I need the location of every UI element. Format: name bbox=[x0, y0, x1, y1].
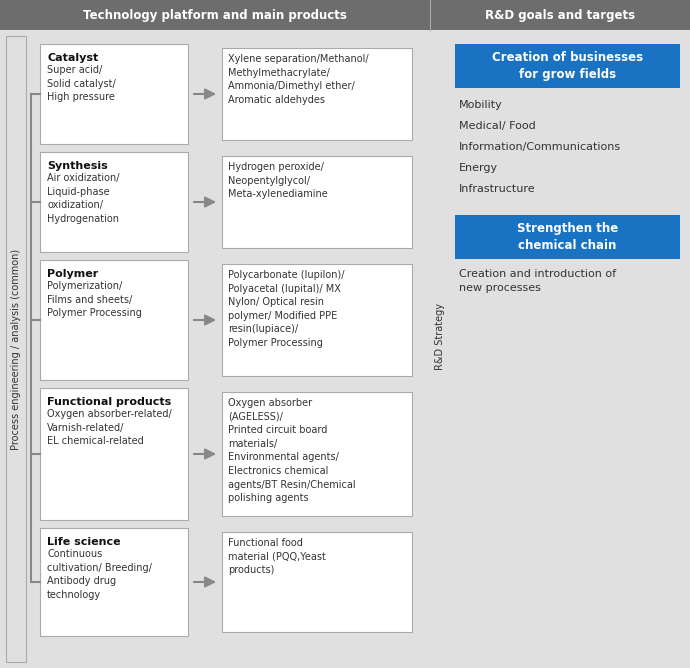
Bar bbox=[222, 48, 412, 140]
Bar bbox=[455, 44, 680, 88]
Text: Infrastructure: Infrastructure bbox=[459, 184, 535, 194]
Text: Medical/ Food: Medical/ Food bbox=[459, 121, 535, 131]
Text: Super acid/
Solid catalyst/
High pressure: Super acid/ Solid catalyst/ High pressur… bbox=[47, 65, 116, 102]
Text: R&D Strategy: R&D Strategy bbox=[435, 303, 445, 370]
Text: Information/Communications: Information/Communications bbox=[459, 142, 621, 152]
Text: Process engineering / analysis (common): Process engineering / analysis (common) bbox=[11, 248, 21, 450]
Text: Polycarbonate (lupilon)/
Polyacetal (lupital)/ MX
Nylon/ Optical resin
polymer/ : Polycarbonate (lupilon)/ Polyacetal (lup… bbox=[228, 270, 344, 348]
Text: Energy: Energy bbox=[459, 163, 498, 173]
Text: Oxygen absorber-related/
Varnish-related/
EL chemical-related: Oxygen absorber-related/ Varnish-related… bbox=[47, 409, 172, 446]
Text: Oxygen absorber
(AGELESS)/
Printed circuit board
materials/
Environmental agents: Oxygen absorber (AGELESS)/ Printed circu… bbox=[228, 398, 355, 503]
Text: Synthesis: Synthesis bbox=[47, 161, 108, 171]
Text: Strengthen the
chemical chain: Strengthen the chemical chain bbox=[517, 222, 618, 252]
Text: Air oxidization/
Liquid-phase
oxidization/
Hydrogenation: Air oxidization/ Liquid-phase oxidizatio… bbox=[47, 173, 119, 224]
Bar bbox=[222, 264, 412, 376]
Text: Functional products: Functional products bbox=[47, 397, 171, 407]
Text: Xylene separation/Methanol/
Methylmethacrylate/
Ammonia/Dimethyl ether/
Aromatic: Xylene separation/Methanol/ Methylmethac… bbox=[228, 54, 368, 105]
Bar bbox=[222, 532, 412, 632]
Bar bbox=[222, 392, 412, 516]
Bar bbox=[40, 152, 188, 252]
Bar bbox=[40, 260, 188, 380]
Text: Continuous
cultivation/ Breeding/
Antibody drug
technology: Continuous cultivation/ Breeding/ Antibo… bbox=[47, 549, 152, 600]
Text: Life science: Life science bbox=[47, 537, 121, 547]
Text: R&D goals and targets: R&D goals and targets bbox=[485, 9, 635, 21]
Text: Polymerization/
Films and sheets/
Polymer Processing: Polymerization/ Films and sheets/ Polyme… bbox=[47, 281, 142, 318]
Text: Catalyst: Catalyst bbox=[47, 53, 98, 63]
Text: Polymer: Polymer bbox=[47, 269, 98, 279]
Text: Creation and introduction of
new processes: Creation and introduction of new process… bbox=[459, 269, 616, 293]
Text: Mobility: Mobility bbox=[459, 100, 503, 110]
Bar bbox=[6, 36, 26, 662]
Bar bbox=[40, 528, 188, 636]
Text: Technology platform and main products: Technology platform and main products bbox=[83, 9, 347, 21]
Bar bbox=[222, 156, 412, 248]
Bar bbox=[455, 215, 680, 259]
Text: Functional food
material (PQQ,Yeast
products): Functional food material (PQQ,Yeast prod… bbox=[228, 538, 326, 575]
Bar bbox=[40, 44, 188, 144]
Bar bbox=[0, 0, 690, 30]
Bar bbox=[40, 388, 188, 520]
Text: Hydrogen peroxide/
Neopentylglycol/
Meta-xylenediamine: Hydrogen peroxide/ Neopentylglycol/ Meta… bbox=[228, 162, 328, 199]
Text: Creation of businesses
for grow fields: Creation of businesses for grow fields bbox=[492, 51, 643, 81]
